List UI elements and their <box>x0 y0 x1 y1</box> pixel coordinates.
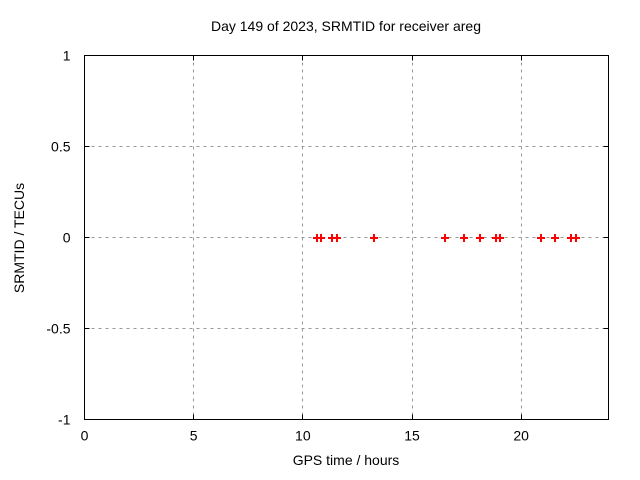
chart-title: Day 149 of 2023, SRMTID for receiver are… <box>210 18 481 34</box>
x-axis-label: GPS time / hours <box>292 452 400 468</box>
x-tick-label: 20 <box>513 428 529 444</box>
x-tick-label: 5 <box>190 428 198 444</box>
y-tick-label: -0.5 <box>46 321 70 337</box>
x-tick-label: 15 <box>404 428 420 444</box>
y-tick-label: 0.5 <box>51 139 71 155</box>
y-tick-label: 0 <box>63 230 71 246</box>
x-tick-label: 10 <box>295 428 311 444</box>
y-tick-label: -1 <box>58 412 71 428</box>
x-tick-label: 0 <box>81 428 89 444</box>
y-tick-label: 1 <box>63 48 71 64</box>
plot-border <box>84 55 609 420</box>
